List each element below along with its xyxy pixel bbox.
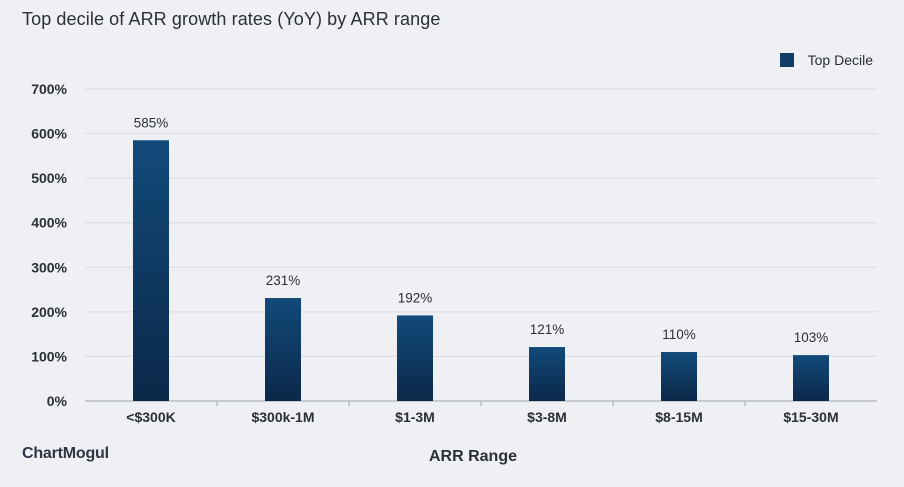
bar — [661, 351, 697, 401]
data-label: 110% — [662, 327, 696, 342]
y-tick-label: 400% — [31, 215, 67, 231]
x-tick-label: $15-30M — [783, 409, 838, 425]
y-tick-label: 600% — [31, 126, 67, 142]
y-tick-label: 200% — [31, 304, 67, 320]
x-tick-label: $3-8M — [527, 409, 567, 425]
bar — [529, 347, 565, 401]
y-tick-label: 300% — [31, 259, 67, 275]
bar — [793, 355, 829, 401]
x-axis-title: ARR Range — [428, 448, 517, 465]
y-tick-label: 500% — [31, 170, 67, 186]
chart-legend: Top Decile — [779, 52, 873, 68]
bar — [133, 140, 169, 401]
x-tick-label: <$300K — [126, 409, 175, 425]
bar — [397, 315, 433, 401]
x-tick-label: $1-3M — [395, 409, 435, 425]
data-label: 585% — [134, 115, 169, 130]
y-tick-label: 700% — [31, 81, 67, 97]
legend-swatch — [779, 53, 794, 67]
y-tick-label: 0% — [47, 393, 68, 409]
data-label: 103% — [794, 330, 829, 345]
brand-logo: ChartMogul — [22, 445, 109, 462]
bar — [265, 298, 301, 401]
data-label: 121% — [530, 322, 565, 337]
chart-title: Top decile of ARR growth rates (YoY) by … — [22, 9, 441, 29]
data-label: 192% — [398, 290, 433, 305]
y-tick-label: 100% — [31, 348, 67, 364]
legend-label: Top Decile — [807, 52, 873, 68]
x-tick-label: $8-15M — [655, 409, 702, 425]
data-label: 231% — [266, 273, 301, 288]
x-tick-label: $300k-1M — [251, 409, 314, 425]
